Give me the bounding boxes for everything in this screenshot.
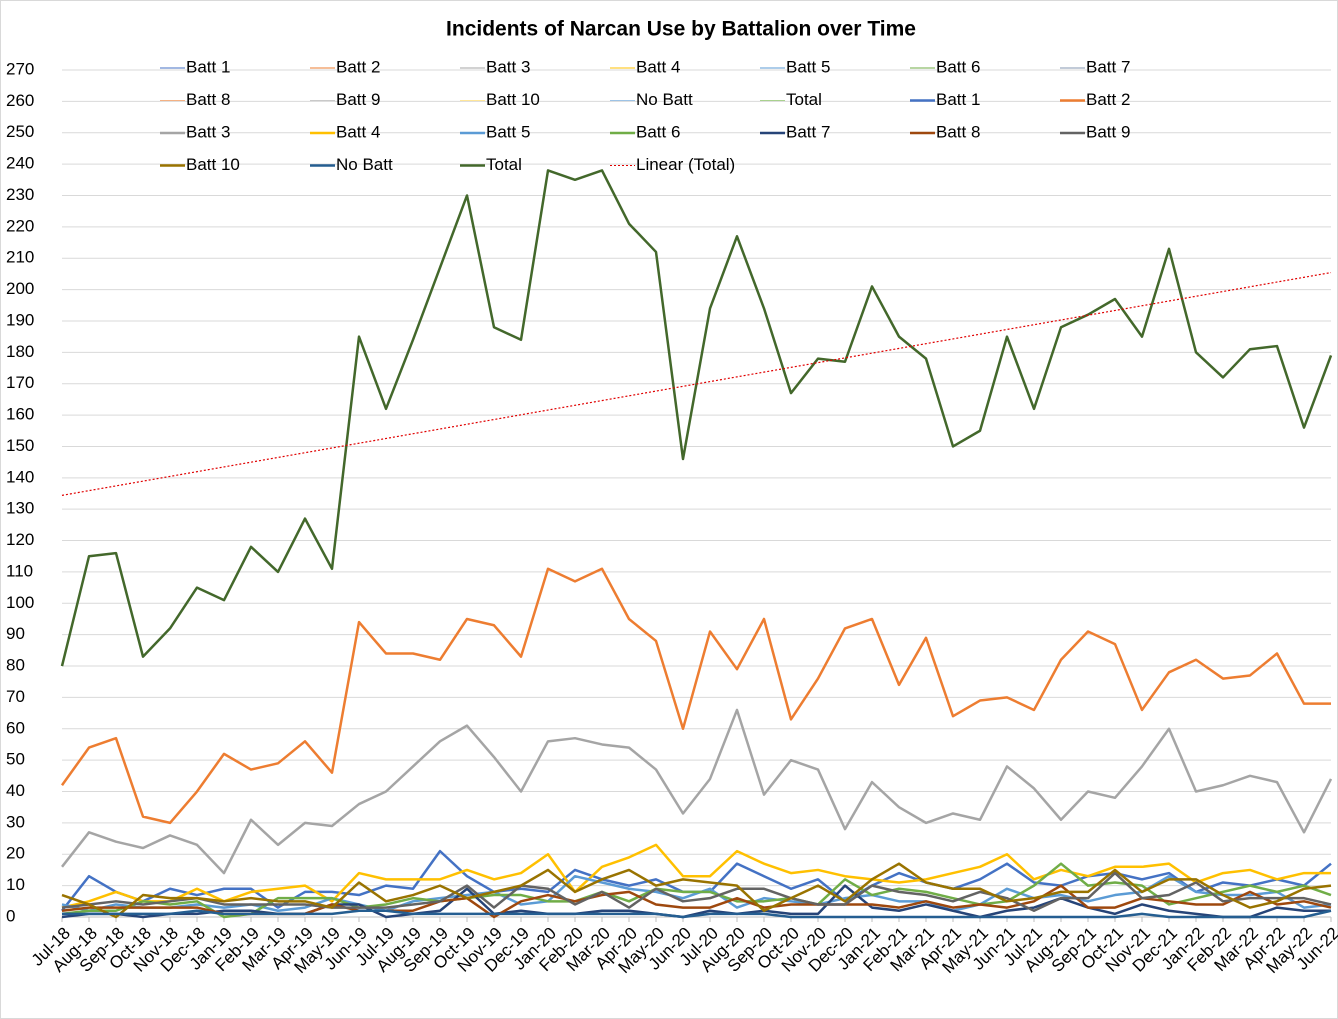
legend-label: Batt 5 (486, 122, 530, 141)
y-tick-label: 120 (6, 530, 34, 549)
y-tick-label: 200 (6, 279, 34, 298)
y-tick-label: 90 (6, 624, 25, 643)
y-tick-label: 210 (6, 248, 34, 267)
y-tick-label: 10 (6, 875, 25, 894)
legend-label: Batt 10 (186, 155, 240, 174)
legend-label: Batt 5 (786, 57, 830, 76)
legend-label: Total (786, 90, 822, 109)
legend-label: Batt 9 (336, 90, 380, 109)
y-tick-label: 270 (6, 59, 34, 78)
legend-label: Batt 4 (636, 57, 680, 76)
legend-label: Batt 7 (786, 122, 830, 141)
series-line (60, 567, 1331, 825)
series-line (61, 862, 1332, 919)
y-tick-label: 170 (6, 373, 34, 392)
y-tick-label: 180 (6, 342, 34, 361)
y-tick-label: 230 (6, 185, 34, 204)
legend-label: No Batt (636, 90, 693, 109)
legend-label: Batt 4 (336, 122, 380, 141)
legend-label: No Batt (336, 155, 393, 174)
y-tick-label: 140 (6, 467, 34, 486)
legend-label: Total (486, 155, 522, 174)
y-tick-label: 220 (6, 216, 34, 235)
series-line (61, 874, 1332, 912)
y-tick-label: 240 (6, 154, 34, 173)
y-tick-label: 80 (6, 656, 25, 675)
series-line (61, 871, 1332, 912)
series-line (61, 843, 1331, 909)
series-line (61, 708, 1333, 875)
y-tick-label: 190 (6, 310, 34, 329)
legend-label: Batt 6 (936, 57, 980, 76)
legend-label: Batt 1 (186, 57, 230, 76)
y-tick-label: 110 (6, 561, 33, 580)
legend-label: Batt 3 (486, 57, 530, 76)
legend-label: Batt 8 (936, 122, 980, 141)
legend-label: Batt 6 (636, 122, 680, 141)
y-tick-label: 130 (6, 499, 34, 518)
y-tick-label: 160 (6, 405, 34, 424)
y-tick-label: 60 (6, 718, 25, 737)
y-tick-label: 100 (6, 593, 34, 612)
legend-label: Batt 2 (1086, 90, 1130, 109)
legend-label: Batt 10 (486, 90, 540, 109)
y-tick-label: 20 (6, 844, 25, 863)
y-tick-label: 260 (6, 91, 34, 110)
y-tick-label: 40 (6, 781, 25, 800)
series-line (62, 909, 1332, 919)
legend-label: Batt 1 (936, 90, 980, 109)
y-tick-label: 250 (6, 122, 34, 141)
legend-label: Linear (Total) (636, 155, 735, 174)
y-tick-label: 150 (6, 436, 34, 455)
legend-label: Batt 2 (336, 57, 380, 76)
trend-line (61, 271, 1332, 496)
chart-title: Incidents of Narcan Use by Battalion ove… (446, 18, 916, 41)
y-tick-label: 70 (6, 687, 25, 706)
y-tick-label: 30 (6, 812, 25, 831)
legend-label: Batt 9 (1086, 122, 1130, 141)
y-tick-label: 0 (6, 906, 15, 925)
legend-label: Batt 7 (1086, 57, 1130, 76)
legend-label: Batt 3 (186, 122, 230, 141)
y-tick-label: 50 (6, 750, 25, 769)
legend-label: Batt 8 (186, 90, 230, 109)
